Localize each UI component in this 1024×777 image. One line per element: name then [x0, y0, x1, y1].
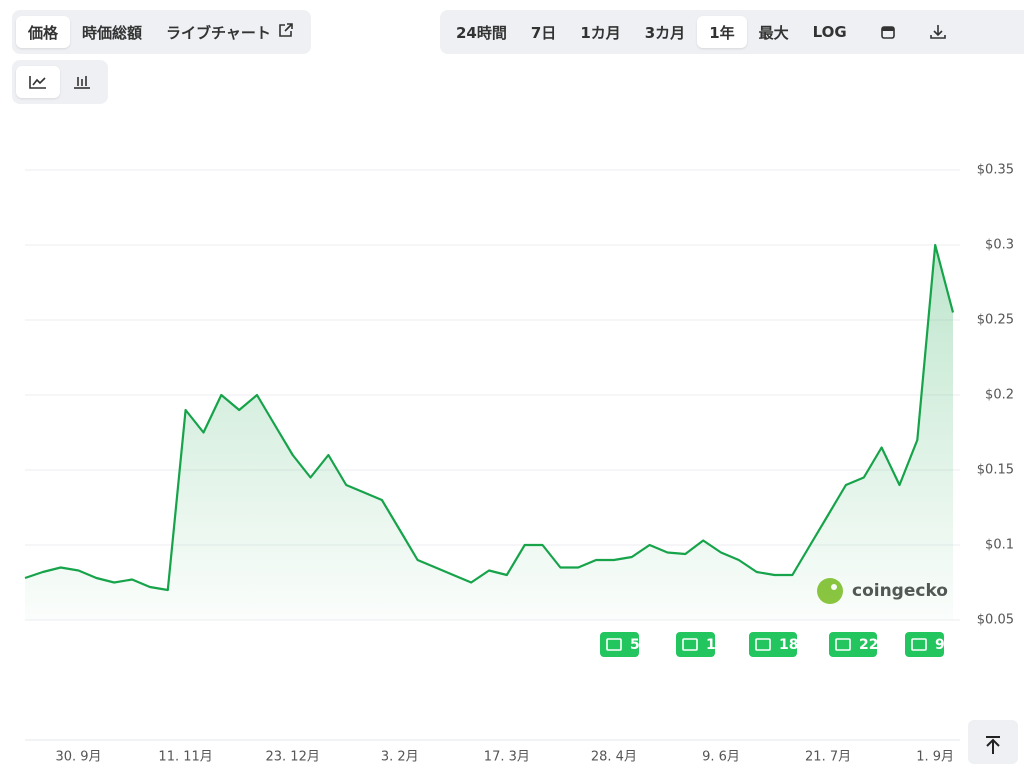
range-tab[interactable]: 最大	[758, 23, 789, 42]
news-badge: 9	[905, 632, 945, 657]
view-tab[interactable]: 価格	[16, 16, 71, 48]
x-tick-label: 17. 3月	[484, 750, 530, 765]
range-tab[interactable]: 3カ月	[644, 23, 686, 42]
x-tick-label: 30. 9月	[55, 750, 101, 765]
news-badge: 1	[676, 632, 716, 657]
view-tabs: 価格 時価総額 ライブチャート	[12, 10, 311, 54]
y-tick-label: $0.15	[977, 463, 1014, 478]
x-tick-label: 9. 6月	[702, 750, 740, 765]
x-tick-label: 11. 11月	[158, 750, 212, 765]
calendar-button[interactable]	[867, 16, 909, 48]
range-tabs: 24時間 7日 1カ月 3カ月 1年 最大 LOG	[440, 10, 1024, 54]
news-count: 22	[859, 637, 878, 653]
range-tab[interactable]: 1年	[697, 16, 747, 48]
news-badge: 22	[829, 632, 878, 657]
range-tab[interactable]: 24時間	[456, 23, 507, 42]
y-tick-label: $0.25	[977, 313, 1014, 328]
news-count: 1	[706, 637, 716, 653]
news-icon	[755, 638, 771, 651]
y-tick-label: $0.3	[985, 238, 1014, 253]
y-tick-label: $0.35	[977, 163, 1014, 178]
x-tick-label: 21. 7月	[805, 750, 851, 765]
news-count: 5	[630, 637, 640, 653]
news-icon	[682, 638, 698, 651]
range-tab[interactable]: LOG	[812, 23, 847, 41]
chart-style	[12, 60, 108, 104]
line-style-button[interactable]	[16, 66, 60, 98]
scroll-top-icon	[986, 736, 1000, 754]
range-tab[interactable]: 1カ月	[580, 23, 621, 42]
news-icon	[911, 638, 927, 651]
x-tick-label: 28. 4月	[591, 750, 637, 765]
view-tab[interactable]: ライブチャート	[154, 16, 307, 48]
news-icon	[835, 638, 851, 651]
news-icon	[606, 638, 622, 651]
x-tick-label: 23. 12月	[266, 750, 320, 765]
news-badge: 5	[600, 632, 640, 657]
area	[25, 245, 953, 620]
news-count: 9	[935, 637, 945, 653]
range-tab[interactable]: 7日	[530, 23, 557, 42]
view-tab[interactable]: 時価総額	[82, 23, 143, 42]
x-tick-label: 1. 9月	[916, 750, 954, 765]
news-count: 18	[779, 637, 798, 653]
news-badge: 18	[749, 632, 798, 657]
download-button[interactable]	[917, 16, 959, 48]
y-tick-label: $0.2	[985, 388, 1014, 403]
y-tick-label: $0.1	[985, 538, 1014, 553]
line-icon	[29, 76, 46, 89]
external-icon	[277, 22, 295, 42]
y-tick-label: $0.05	[977, 613, 1014, 628]
x-tick-label: 3. 2月	[381, 750, 419, 765]
candle-icon	[74, 76, 90, 89]
candle-style-button[interactable]	[60, 66, 104, 98]
line	[24, 243, 955, 592]
